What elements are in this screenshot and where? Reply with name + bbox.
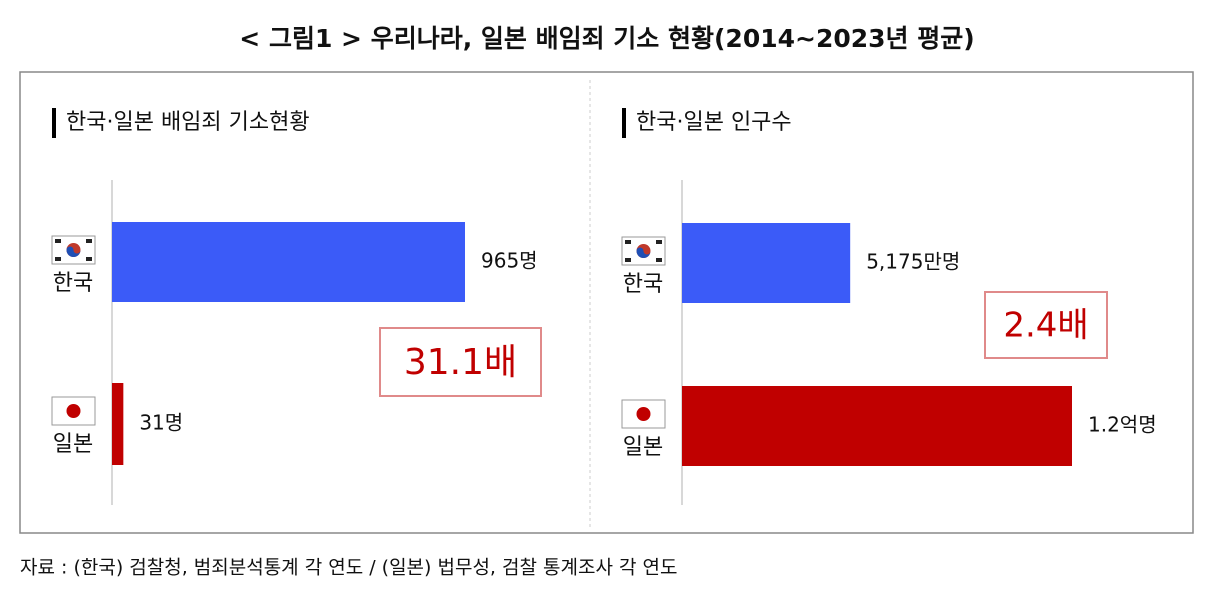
bar bbox=[112, 222, 465, 302]
annotation: 31.1배 bbox=[404, 342, 517, 383]
flag-trigram bbox=[625, 258, 631, 262]
category-label: 일본 bbox=[623, 435, 663, 460]
category-label: 한국 bbox=[53, 271, 93, 296]
flag-trigram bbox=[86, 257, 92, 261]
subtitle-marker bbox=[622, 108, 626, 138]
value-label: 5,175만명 bbox=[866, 250, 960, 274]
flag-trigram bbox=[55, 257, 61, 261]
category-label: 한국 bbox=[623, 272, 663, 297]
source: 자료 : (한국) 검찰청, 범죄분석통계 각 연도 / (일본) 법무성, 검… bbox=[20, 557, 677, 579]
flag-trigram bbox=[656, 258, 662, 262]
bar bbox=[112, 383, 124, 465]
value-label: 31명 bbox=[139, 411, 183, 435]
value-label: 1.2억명 bbox=[1088, 413, 1157, 437]
flag-trigram bbox=[86, 239, 92, 243]
value-label: 965명 bbox=[481, 249, 538, 273]
chart-title: 한국·일본 인구수 bbox=[636, 110, 792, 135]
flag-sun bbox=[66, 404, 81, 418]
page-title: < 그림1 > 우리나라, 일본 배임죄 기소 현황(2014~2023년 평균… bbox=[239, 24, 974, 53]
flag-sun bbox=[636, 407, 651, 421]
flag-trigram bbox=[55, 239, 61, 243]
flag-trigram bbox=[625, 240, 631, 244]
annotation-box bbox=[379, 327, 542, 397]
category-label: 일본 bbox=[53, 432, 93, 457]
subtitle-marker bbox=[52, 108, 56, 138]
flag-trigram bbox=[656, 240, 662, 244]
flag-emblem bbox=[66, 246, 81, 257]
chart-title: 한국·일본 배임죄 기소현황 bbox=[66, 110, 310, 135]
annotation: 2.4배 bbox=[1003, 306, 1088, 346]
bar bbox=[682, 223, 851, 303]
frame bbox=[19, 71, 1194, 534]
annotation-box bbox=[984, 291, 1108, 359]
bar bbox=[682, 386, 1072, 466]
flag-emblem bbox=[636, 247, 651, 258]
